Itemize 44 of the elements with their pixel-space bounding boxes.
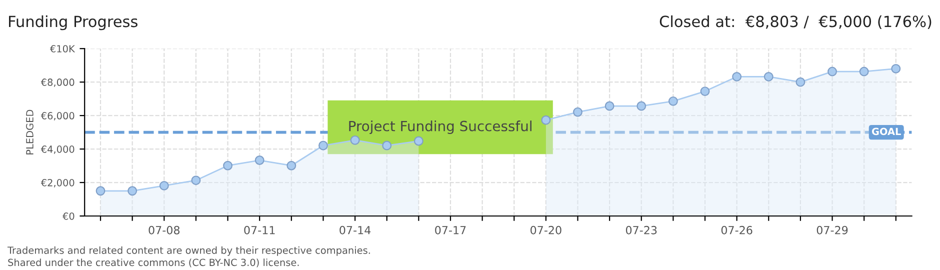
point [350,135,360,145]
chart-title: Funding Progress [9,15,138,30]
point [159,180,169,190]
point [828,66,837,76]
x-tick-label: 07-08 [148,226,180,234]
point [96,186,106,196]
point [382,140,392,150]
y-tick-label: €8,000 [40,78,74,87]
point [764,72,774,82]
text: Closed at: €8,803 / €5,000 (176%) [660,15,932,30]
x-tick-label: 07-29 [816,226,848,234]
x-tick-label: 07-11 [244,226,275,234]
text: Trademarks and related content are owned by their respective companies. [7,246,370,256]
x-tick-label: 07-23 [626,226,657,234]
x-tick-label: 07-26 [721,226,752,234]
text: Shared under the creative commons (CC BY-NC 3.0) license. [8,258,299,268]
y-axis-title: PLEDGED [26,110,34,154]
point [191,176,201,186]
x-tick-label: 07-20 [530,226,562,234]
point [286,160,296,170]
y-tick-label: €4,000 [40,146,74,154]
point [541,115,551,125]
point [732,72,742,82]
point [128,186,138,196]
point [891,64,901,74]
y-tick-label: €6,000 [40,112,74,120]
point [668,96,678,106]
point [414,136,424,146]
point [573,107,582,117]
point [223,160,232,170]
point [859,66,869,76]
point [604,101,614,111]
y-tick-label: €0 [62,212,74,220]
annotation: Project Funding Successful [349,120,532,134]
ref-line-label: GOAL [872,128,901,136]
point [254,156,264,165]
point [636,101,646,111]
x-tick-label: 07-17 [435,226,466,234]
x-tick-label: 07-14 [340,226,371,234]
point [700,86,710,96]
y-tick-label: €10K [50,45,76,52]
point [318,140,328,150]
point [796,77,806,87]
y-tick-label: €2,000 [40,179,74,188]
